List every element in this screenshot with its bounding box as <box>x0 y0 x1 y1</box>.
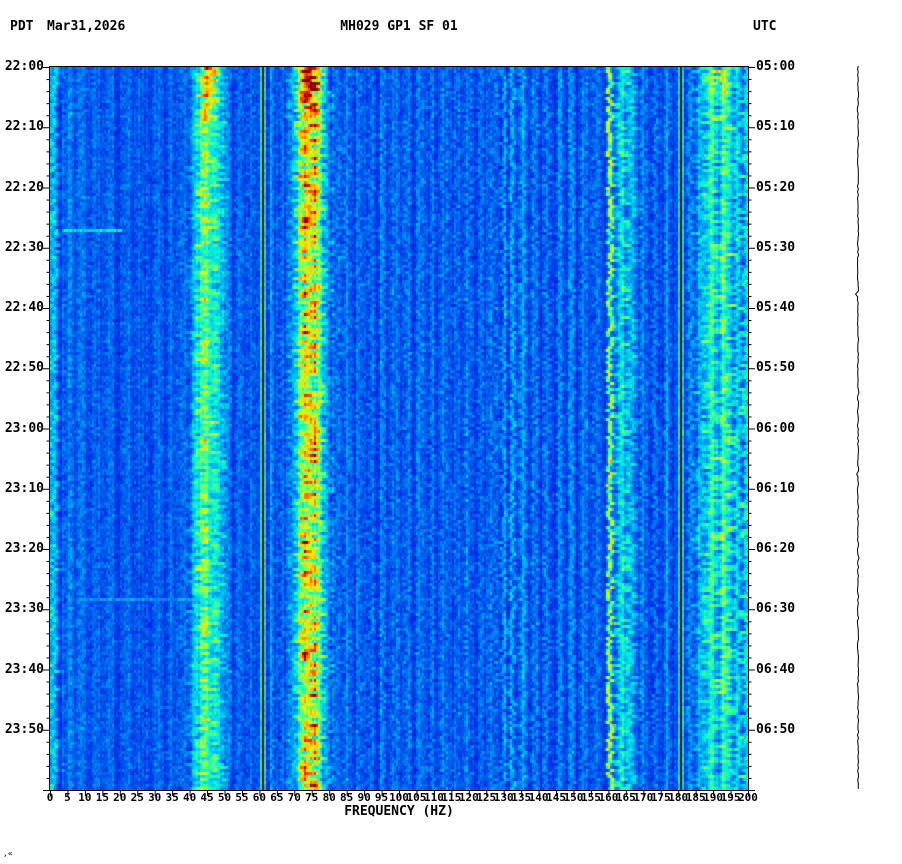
time-label-utc: 05:00 <box>756 59 796 74</box>
freq-tick-label: 160 <box>598 791 619 804</box>
timezone-left-label: PDT <box>10 19 34 34</box>
freq-tick-label: 180 <box>668 791 689 804</box>
freq-tick-label: 135 <box>511 791 532 804</box>
freq-tick-label: 170 <box>633 791 654 804</box>
date-label: Mar31,2026 <box>47 19 126 34</box>
freq-tick-label: 85 <box>340 791 354 804</box>
time-label-utc: 06:10 <box>756 480 796 496</box>
time-label-pdt: 23:10 <box>4 480 44 496</box>
freq-tick-label: 40 <box>182 791 197 804</box>
freq-tick-label: 105 <box>406 791 427 804</box>
timezone-right-label: UTC <box>753 19 777 34</box>
time-label-pdt: 23:40 <box>4 661 44 677</box>
freq-tick-label: 130 <box>493 791 514 804</box>
freq-tick-label: 165 <box>615 791 636 804</box>
station-title: MH029 GP1 SF 01 <box>340 19 458 34</box>
freq-tick-label: 55 <box>235 791 249 804</box>
time-label-utc: 05:40 <box>756 300 796 315</box>
time-label-pdt: 22:40 <box>4 300 44 315</box>
freq-tick-label: 140 <box>528 791 549 804</box>
time-label-utc: 06:50 <box>756 721 796 737</box>
freq-tick-label: 95 <box>374 791 389 804</box>
time-label-pdt: 22:30 <box>4 239 44 255</box>
freq-tick-label: 45 <box>200 791 214 804</box>
time-label-utc: 06:40 <box>756 661 796 677</box>
freq-tick-label: 190 <box>703 791 724 804</box>
freq-tick-label: 195 <box>720 791 741 804</box>
freq-tick-label: 175 <box>650 791 671 804</box>
time-label-utc: 06:30 <box>756 601 796 617</box>
freq-tick-label: 75 <box>305 791 319 804</box>
freq-tick-label: 10 <box>78 791 92 804</box>
time-label-pdt: 22:50 <box>4 360 44 376</box>
time-label-utc: 05:50 <box>756 360 796 376</box>
freq-tick-label: 70 <box>287 791 301 804</box>
corner-mark: ,« <box>3 849 13 858</box>
freq-tick-label: 80 <box>322 791 336 804</box>
freq-tick-label: 125 <box>476 791 497 804</box>
freq-tick-label: 0 <box>46 791 54 804</box>
time-label-utc: 06:00 <box>756 420 796 436</box>
freq-tick-label: 150 <box>563 791 584 804</box>
freq-tick-label: 15 <box>95 791 109 804</box>
time-label-utc: 06:20 <box>756 541 796 556</box>
time-label-pdt: 23:00 <box>4 420 44 436</box>
freq-tick-label: 25 <box>130 791 144 804</box>
freq-tick-label: 90 <box>357 791 371 804</box>
freq-tick-label: 30 <box>148 791 162 804</box>
freq-tick-label: 20 <box>113 791 127 804</box>
freq-tick-label: 65 <box>270 791 284 804</box>
time-label-utc: 05:10 <box>756 119 796 135</box>
time-label-pdt: 22:20 <box>4 179 44 195</box>
freq-tick-label: 35 <box>165 791 179 804</box>
time-label-utc: 05:30 <box>756 239 796 255</box>
freq-tick-label: 120 <box>458 791 479 804</box>
frequency-axis-title: FREQUENCY (HZ) <box>344 804 454 819</box>
time-label-pdt: 23:30 <box>4 601 44 617</box>
time-label-pdt: 22:10 <box>4 119 44 135</box>
freq-tick-label: 100 <box>389 791 409 804</box>
freq-tick-label: 60 <box>252 791 267 804</box>
freq-tick-label: 200 <box>738 791 758 804</box>
freq-tick-label: 110 <box>423 791 444 804</box>
time-label-utc: 05:20 <box>756 179 796 195</box>
freq-tick-label: 5 <box>64 791 71 804</box>
amplitude-trace <box>854 65 860 789</box>
freq-tick-label: 185 <box>685 791 706 804</box>
time-label-pdt: 23:50 <box>4 721 44 737</box>
freq-tick-label: 50 <box>217 791 232 804</box>
time-label-pdt: 22:00 <box>4 59 44 74</box>
freq-tick-label: 115 <box>441 791 462 804</box>
freq-tick-label: 145 <box>546 791 566 804</box>
time-label-pdt: 23:20 <box>4 541 44 556</box>
spectrogram-canvas <box>50 67 748 790</box>
freq-tick-label: 155 <box>581 791 601 804</box>
